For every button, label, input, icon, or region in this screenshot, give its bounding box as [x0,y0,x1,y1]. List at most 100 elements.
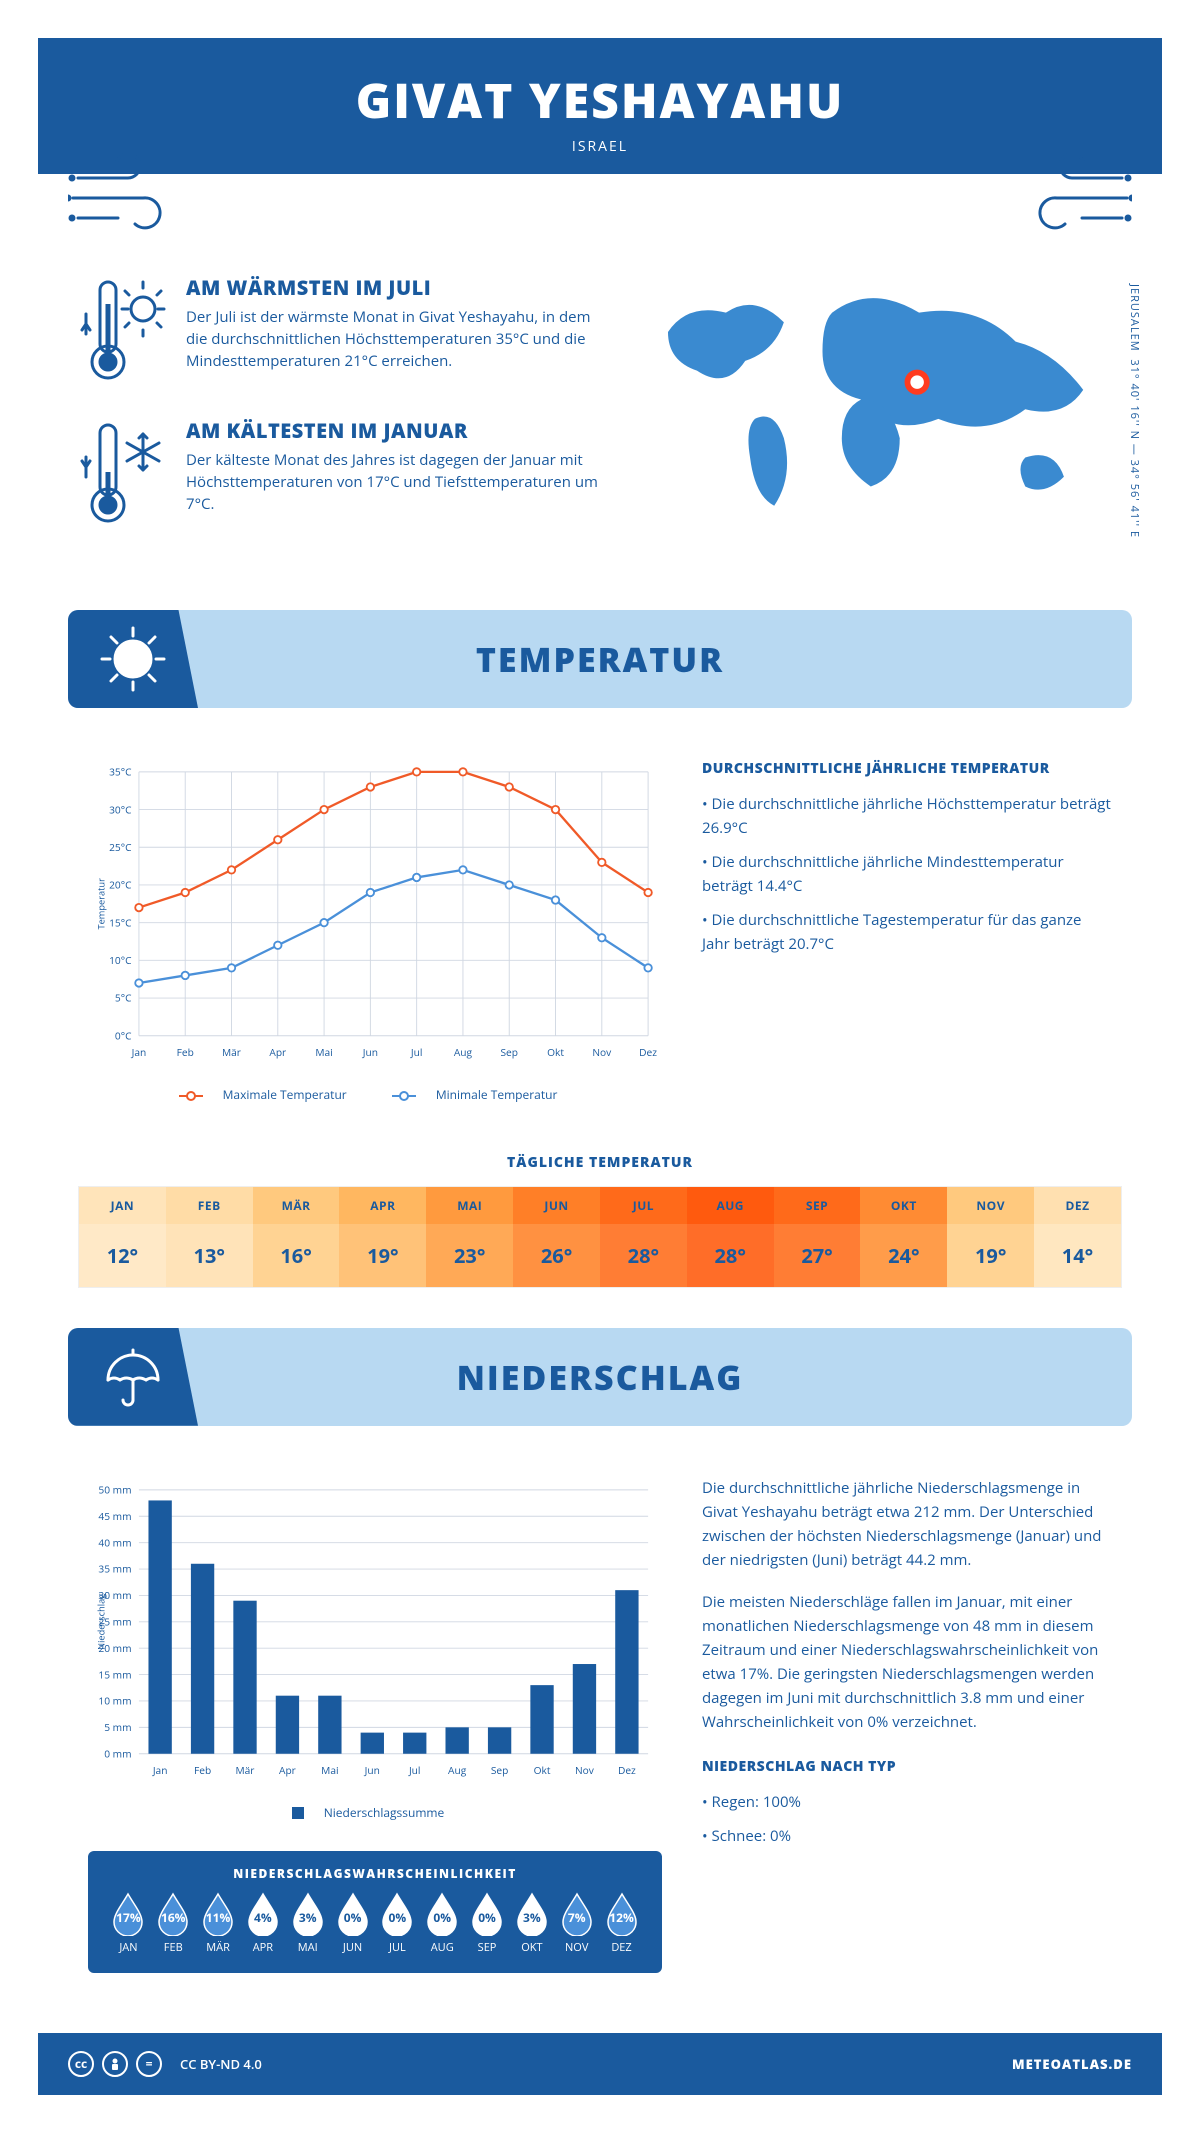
wind-icon [992,148,1132,238]
svg-text:Feb: Feb [177,1045,194,1059]
daily-temp-title: TÄGLICHE TEMPERATUR [38,1153,1162,1172]
svg-text:Dez: Dez [618,1763,636,1777]
svg-text:5°C: 5°C [115,991,132,1005]
temperature-banner: TEMPERATUR [68,610,1132,708]
warmest-heading: AM WÄRMSTEN IM JULI [186,274,609,301]
svg-text:15 mm: 15 mm [98,1667,131,1681]
svg-text:40 mm: 40 mm [98,1535,131,1549]
site-name: METEOATLAS.DE [1012,2055,1132,2073]
temp-bullet: • Die durchschnittliche jährliche Höchst… [702,792,1112,840]
svg-text:Mär: Mär [236,1763,255,1777]
temperature-chart-row: 0°C5°C10°C15°C20°C25°C30°C35°CJanFebMärA… [38,738,1162,1133]
daily-temp-cell: JAN 12° [79,1187,166,1287]
precip-prob-cell: 17% JAN [106,1892,151,1955]
svg-text:Mai: Mai [321,1763,338,1777]
nd-icon: = [136,2051,162,2077]
daily-temp-cell: NOV 19° [947,1187,1034,1287]
svg-text:Feb: Feb [194,1763,211,1777]
precip-prob-cell: 0% SEP [465,1892,510,1955]
svg-text:Jun: Jun [364,1763,380,1777]
svg-text:Temperatur: Temperatur [95,878,108,930]
precip-prob-cell: 7% NOV [554,1892,599,1955]
precipitation-probability-panel: NIEDERSCHLAGSWAHRSCHEINLICHKEIT 17% JAN … [88,1851,662,1973]
temp-bullet: • Die durchschnittliche jährliche Mindes… [702,850,1112,898]
daily-temp-cell: MAI 23° [426,1187,513,1287]
facts-column: AM WÄRMSTEN IM JULI Der Juli ist der wär… [78,274,609,560]
umbrella-icon [68,1328,198,1426]
precipitation-summary: Die durchschnittliche jährliche Niedersc… [702,1476,1112,1858]
svg-text:Jul: Jul [408,1763,421,1777]
temp-side-heading: DURCHSCHNITTLICHE JÄHRLICHE TEMPERATUR [702,758,1112,780]
precip-prob-cell: 11% MÄR [196,1892,241,1955]
warmest-fact: AM WÄRMSTEN IM JULI Der Juli ist der wär… [78,274,609,389]
svg-text:Sep: Sep [500,1045,518,1059]
daily-temp-cell: APR 19° [339,1187,426,1287]
license-text: CC BY-ND 4.0 [180,2055,262,2073]
svg-text:Sep: Sep [491,1763,509,1777]
warmest-text: Der Juli ist der wärmste Monat in Givat … [186,307,609,372]
svg-text:Jun: Jun [362,1045,378,1059]
precip-type-heading: NIEDERSCHLAG NACH TYP [702,1756,1112,1778]
svg-text:Nov: Nov [592,1045,612,1059]
infographic-container: GIVAT YESHAYAHU ISRAEL [20,20,1180,2113]
temp-bullet: • Die durchschnittliche Tagestemperatur … [702,908,1112,956]
daily-temp-cell: OKT 24° [860,1187,947,1287]
precip-prob-cell: 4% APR [240,1892,285,1955]
svg-text:5 mm: 5 mm [104,1720,131,1734]
temperature-title: TEMPERATUR [68,636,1132,682]
svg-text:Apr: Apr [269,1045,286,1059]
coordinates: JERUSALEM 31° 40' 16'' N — 34° 56' 41'' … [1127,284,1142,538]
svg-text:35°C: 35°C [109,765,132,779]
temperature-line-chart: 0°C5°C10°C15°C20°C25°C30°C35°CJanFebMärA… [88,758,662,1103]
precip-text: Die durchschnittliche jährliche Niedersc… [702,1476,1112,1572]
precipitation-title: NIEDERSCHLAG [68,1354,1132,1400]
svg-text:10 mm: 10 mm [98,1693,131,1707]
coldest-fact: AM KÄLTESTEN IM JANUAR Der kälteste Mona… [78,417,609,532]
svg-text:Aug: Aug [448,1763,467,1777]
thermometer-cold-icon [78,417,168,532]
precipitation-legend: Niederschlagssumme [88,1804,662,1821]
precipitation-bar-chart: 0 mm5 mm10 mm15 mm20 mm25 mm30 mm35 mm40… [88,1476,662,1973]
daily-temp-cell: DEZ 14° [1034,1187,1121,1287]
precipitation-chart-row: 0 mm5 mm10 mm15 mm20 mm25 mm30 mm35 mm40… [38,1456,1162,2003]
svg-text:Okt: Okt [547,1045,564,1059]
svg-text:Dez: Dez [639,1045,657,1059]
svg-text:20°C: 20°C [109,878,132,892]
svg-text:35 mm: 35 mm [98,1562,131,1576]
precip-prob-cell: 3% MAI [285,1892,330,1955]
svg-text:Aug: Aug [454,1045,473,1059]
daily-temp-cell: FEB 13° [166,1187,253,1287]
daily-temperature-table: JAN 12° FEB 13° MÄR 16° APR 19° MAI 23° … [78,1186,1122,1288]
svg-text:Jan: Jan [131,1045,147,1059]
svg-text:Nov: Nov [575,1763,595,1777]
temperature-summary: DURCHSCHNITTLICHE JÄHRLICHE TEMPERATUR •… [702,758,1112,966]
daily-temp-cell: JUL 28° [600,1187,687,1287]
thermometer-hot-icon [78,274,168,389]
precip-prob-cell: 16% FEB [151,1892,196,1955]
world-map: JERUSALEM 31° 40' 16'' N — 34° 56' 41'' … [639,274,1122,560]
temperature-legend: Maximale Temperatur Minimale Temperatur [88,1086,662,1103]
wind-icon [68,148,208,238]
precip-prob-cell: 0% JUL [375,1892,420,1955]
precip-prob-cell: 3% OKT [509,1892,554,1955]
svg-text:45 mm: 45 mm [98,1509,131,1523]
svg-text:Jul: Jul [410,1045,423,1059]
svg-text:25°C: 25°C [109,840,132,854]
daily-temp-cell: SEP 27° [774,1187,861,1287]
precipitation-banner: NIEDERSCHLAG [68,1328,1132,1426]
precip-type-line: • Regen: 100% [702,1790,1112,1814]
svg-text:10°C: 10°C [109,953,132,967]
svg-text:Apr: Apr [279,1763,296,1777]
daily-temp-cell: JUN 26° [513,1187,600,1287]
precip-text: Die meisten Niederschläge fallen im Janu… [702,1590,1112,1734]
license-badges: cc = CC BY-ND 4.0 [68,2051,262,2077]
precip-type-line: • Schnee: 0% [702,1824,1112,1848]
sun-icon [68,610,198,708]
svg-text:Mär: Mär [222,1045,241,1059]
by-icon [102,2051,128,2077]
daily-temp-cell: MÄR 16° [253,1187,340,1287]
daily-temp-cell: AUG 28° [687,1187,774,1287]
precip-prob-cell: 0% JUN [330,1892,375,1955]
precip-prob-cell: 0% AUG [420,1892,465,1955]
precip-prob-cell: 12% DEZ [599,1892,644,1955]
